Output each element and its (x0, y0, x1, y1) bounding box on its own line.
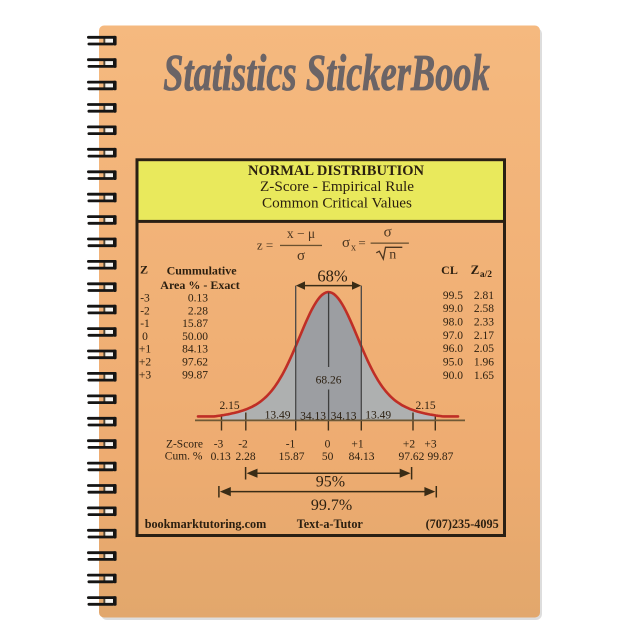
svg-text:-1: -1 (286, 438, 296, 450)
svg-text:84.13: 84.13 (182, 344, 208, 356)
svg-text:Cummulative: Cummulative (167, 264, 238, 278)
svg-text:95%: 95% (316, 474, 345, 491)
svg-text:95.0: 95.0 (443, 357, 463, 369)
svg-text:97.62: 97.62 (398, 451, 424, 463)
svg-text:-3: -3 (140, 293, 150, 305)
svg-text:2.15: 2.15 (219, 400, 239, 412)
svg-text:n: n (389, 247, 396, 262)
svg-text:σ: σ (342, 235, 350, 251)
svg-text:2.15: 2.15 (415, 400, 435, 412)
svg-text:Z: Z (471, 262, 480, 277)
svg-text:Area % - Exact: Area % - Exact (160, 278, 239, 292)
svg-text:x − μ: x − μ (287, 226, 315, 241)
svg-text:97.62: 97.62 (182, 357, 208, 369)
svg-text:bookmarktutoring.com: bookmarktutoring.com (145, 517, 267, 531)
svg-text:+2: +2 (139, 357, 151, 369)
svg-text:68%: 68% (317, 267, 348, 286)
svg-text:99.0: 99.0 (443, 303, 463, 315)
svg-text:0.13: 0.13 (188, 293, 208, 305)
svg-text:Statistics StickerBook: Statistics StickerBook (163, 44, 490, 102)
svg-text:x: x (351, 243, 356, 254)
svg-text:+1: +1 (351, 438, 363, 450)
svg-text:-3: -3 (214, 438, 224, 450)
svg-text:Z-Score: Z-Score (166, 438, 203, 450)
svg-text:15.87: 15.87 (279, 451, 305, 463)
svg-text:+3: +3 (424, 438, 436, 450)
svg-text:97.0: 97.0 (443, 330, 463, 342)
svg-text:-1: -1 (140, 318, 150, 330)
svg-text:Z: Z (140, 263, 148, 277)
svg-text:68.26: 68.26 (316, 374, 342, 386)
svg-text:Text-a-Tutor: Text-a-Tutor (297, 517, 364, 531)
svg-text:NORMAL DISTRIBUTION: NORMAL DISTRIBUTION (248, 163, 425, 179)
svg-text:99.87: 99.87 (182, 369, 208, 381)
svg-text:1.96: 1.96 (474, 357, 494, 369)
svg-text:+2: +2 (403, 438, 415, 450)
svg-text:13.49: 13.49 (265, 409, 291, 421)
svg-text:+3: +3 (139, 369, 151, 381)
svg-text:0.13: 0.13 (211, 451, 231, 463)
svg-text:(707)235-4095: (707)235-4095 (426, 517, 499, 531)
svg-text:CL: CL (441, 263, 458, 277)
svg-text:a/2: a/2 (480, 270, 492, 280)
svg-text:0: 0 (325, 438, 331, 450)
svg-text:Z-Score - Empirical Rule: Z-Score - Empirical Rule (260, 178, 414, 195)
svg-text:84.13: 84.13 (349, 451, 375, 463)
svg-text:2.05: 2.05 (474, 343, 494, 355)
svg-text:=: = (358, 235, 365, 250)
svg-text:Cum. %: Cum. % (165, 451, 203, 463)
svg-text:0: 0 (142, 331, 148, 343)
svg-text:99.5: 99.5 (443, 290, 463, 302)
svg-text:99.87: 99.87 (427, 451, 453, 463)
svg-text:2.33: 2.33 (474, 317, 494, 329)
svg-text:-2: -2 (140, 305, 150, 317)
svg-text:2.58: 2.58 (474, 303, 494, 315)
svg-text:34.13: 34.13 (300, 410, 326, 422)
svg-text:σ: σ (384, 224, 392, 240)
svg-text:2.17: 2.17 (474, 330, 494, 342)
svg-text:15.87: 15.87 (182, 318, 208, 330)
svg-text:50.00: 50.00 (182, 331, 208, 343)
svg-text:-2: -2 (238, 438, 248, 450)
svg-text:98.0: 98.0 (443, 317, 463, 329)
svg-text:+1: +1 (139, 344, 151, 356)
svg-text:2.81: 2.81 (474, 290, 494, 302)
svg-text:96.0: 96.0 (443, 343, 463, 355)
svg-text:50: 50 (322, 451, 334, 463)
svg-text:13.49: 13.49 (365, 409, 391, 421)
svg-text:Common Critical Values: Common Critical Values (262, 195, 412, 212)
svg-text:2.28: 2.28 (188, 305, 208, 317)
svg-text:99.7%: 99.7% (311, 497, 352, 514)
svg-text:2.28: 2.28 (235, 451, 255, 463)
svg-text:34.13: 34.13 (331, 410, 357, 422)
svg-text:σ: σ (297, 248, 305, 264)
svg-text:z =: z = (257, 238, 273, 253)
svg-text:90.0: 90.0 (443, 370, 463, 382)
svg-text:1.65: 1.65 (474, 370, 494, 382)
